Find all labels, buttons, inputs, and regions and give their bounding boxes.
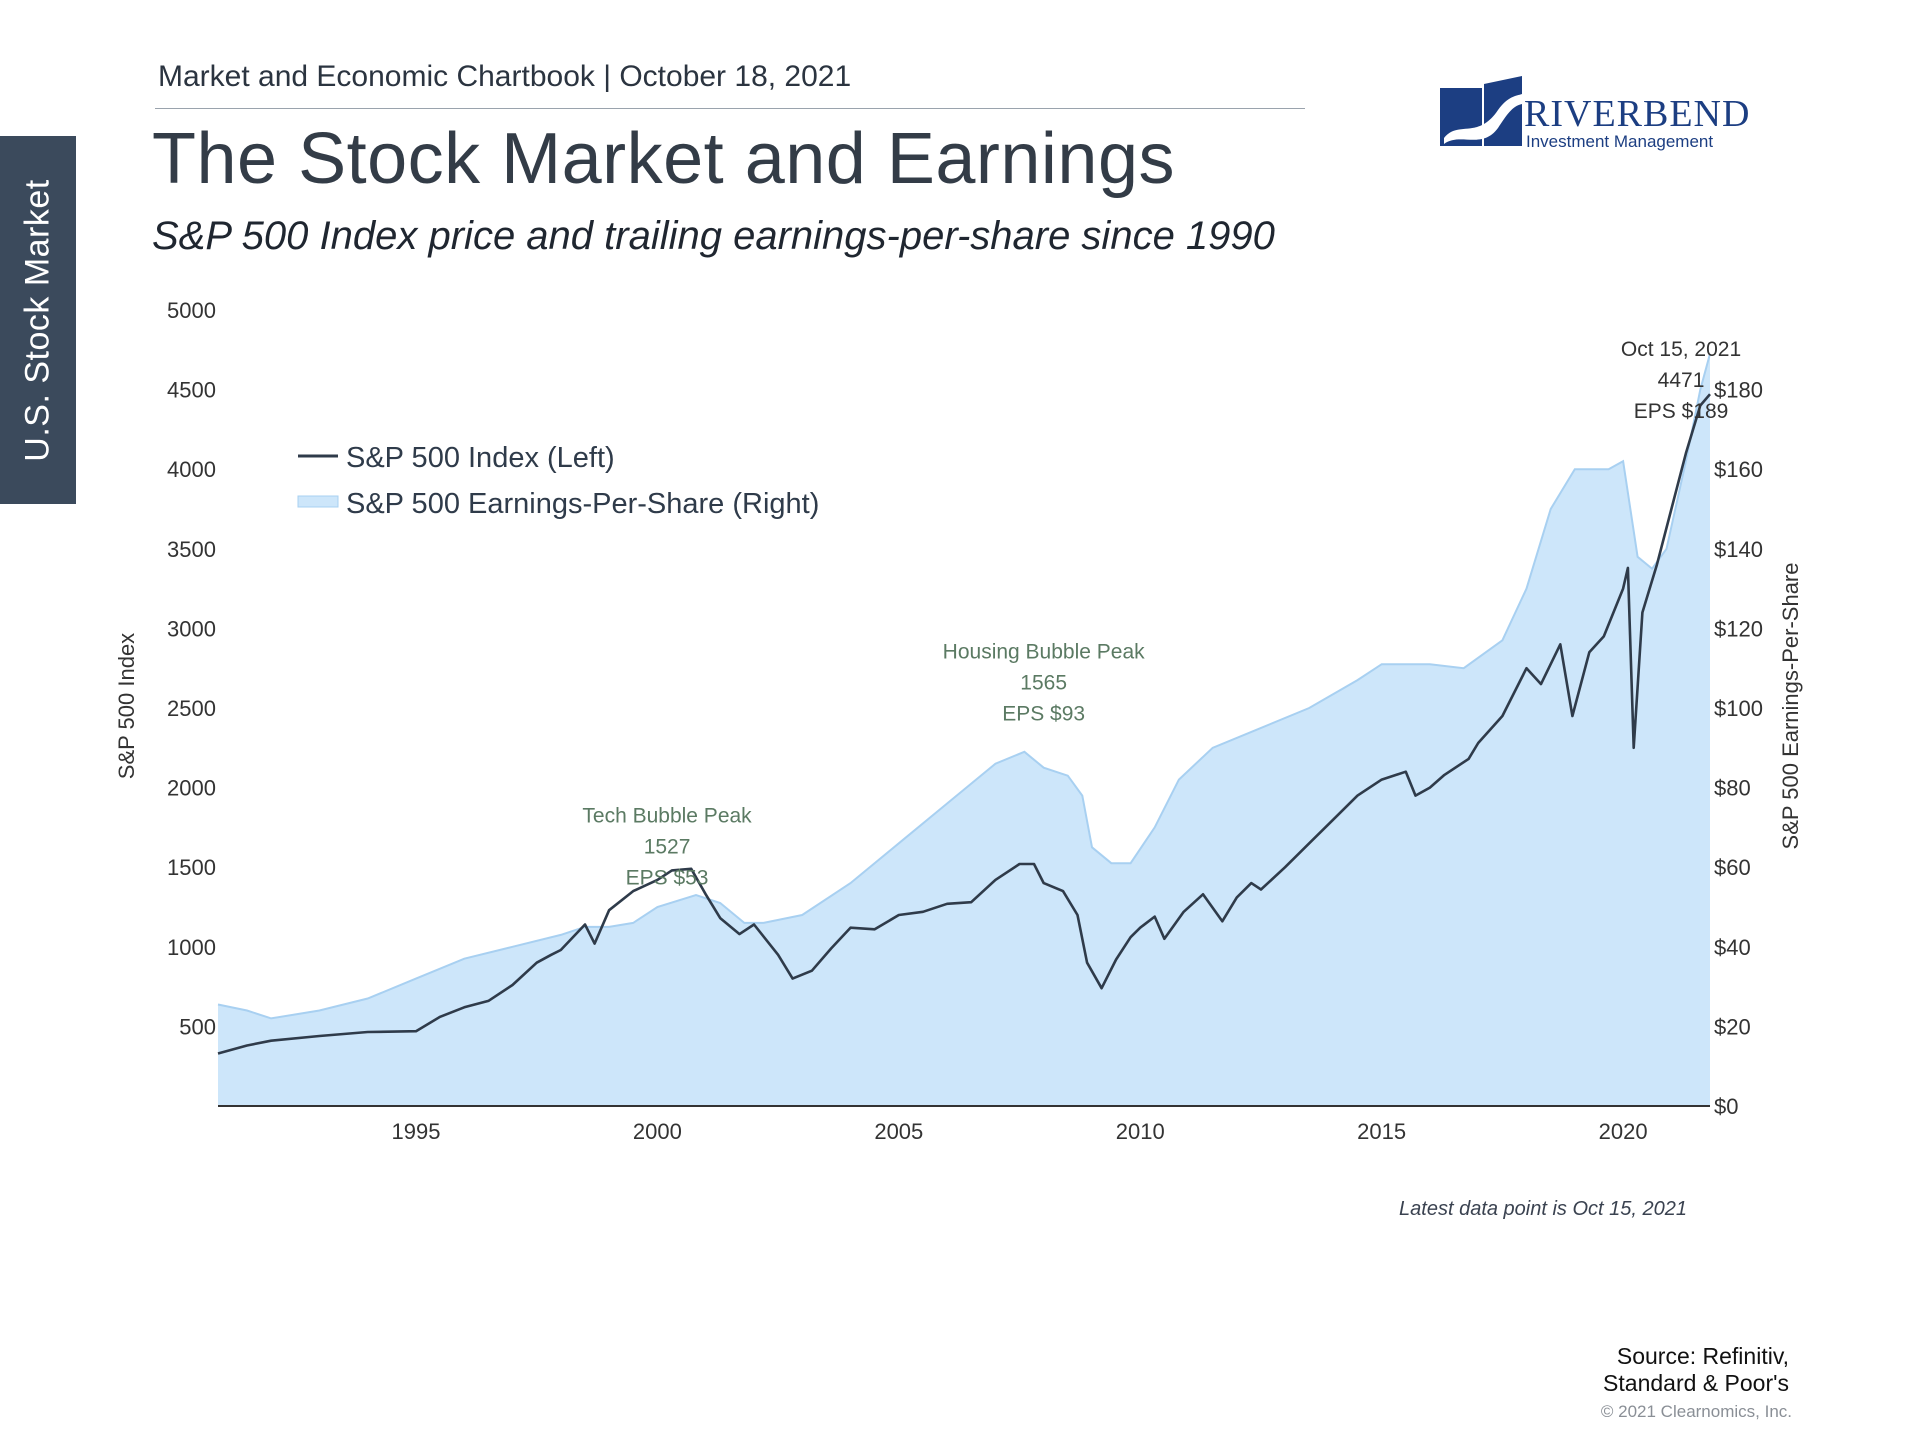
y2-tick-label: $0 — [1714, 1094, 1738, 1119]
y2-tick-label: $40 — [1714, 935, 1751, 960]
annotation-text: Oct 15, 2021 — [1621, 338, 1741, 361]
annotation-text: Tech Bubble Peak — [582, 805, 752, 828]
chartbook-header: Market and Economic Chartbook | October … — [158, 60, 852, 93]
y-tick-label: 1000 — [167, 935, 216, 960]
x-tick-label: 1995 — [391, 1119, 440, 1144]
y2-tick-label: $20 — [1714, 1014, 1751, 1039]
y2-tick-label: $160 — [1714, 457, 1763, 482]
x-tick-label: 2010 — [1116, 1119, 1165, 1144]
y2-tick-label: $100 — [1714, 696, 1763, 721]
annotation-text: 4471 — [1658, 369, 1705, 392]
source-line-1: Source: Refinitiv, — [1616, 1343, 1789, 1369]
y-tick-label: 1500 — [167, 855, 216, 880]
y2-axis-title: S&P 500 Earnings-Per-Share — [1778, 563, 1803, 850]
y-axis-title: S&P 500 Index — [114, 633, 139, 779]
legend: S&P 500 Index (Left) S&P 500 Earnings-Pe… — [297, 442, 819, 520]
source-note: Source: Refinitiv, Standard & Poor's — [1603, 1343, 1789, 1397]
axes-layer: 1995 2000 2005 2010 2015 2020 500 1000 1500 2000 2… — [167, 298, 1763, 1144]
page-subtitle: S&P 500 Index price and trailing earning… — [152, 214, 1275, 258]
y-tick-label: 500 — [179, 1014, 216, 1039]
logo-name: RIVERBEND — [1524, 93, 1751, 135]
annotation-text: 1565 — [1020, 672, 1067, 695]
sp500-index-line — [217, 393, 1711, 1055]
y2-tick-label: $120 — [1714, 616, 1763, 641]
y-tick-label: 5000 — [167, 298, 216, 323]
legend-index-label: S&P 500 Index (Left) — [346, 442, 615, 474]
y-tick-label: 2500 — [167, 696, 216, 721]
eps-line — [217, 353, 1711, 1020]
x-tick-label: 2015 — [1357, 1119, 1406, 1144]
legend-eps-swatch — [297, 495, 339, 508]
annotation-text: EPS $93 — [1002, 703, 1085, 726]
latest-data-note: Latest data point is Oct 15, 2021 — [1399, 1198, 1687, 1220]
source-line-2: Standard & Poor's — [1603, 1370, 1789, 1396]
section-tab: U.S. Stock Market — [0, 136, 76, 504]
legend-eps-label: S&P 500 Earnings-Per-Share (Right) — [346, 488, 819, 520]
logo-subtitle: Investment Management — [1526, 132, 1714, 151]
annotation-text: 1527 — [644, 836, 691, 859]
eps-area-layer — [217, 353, 1711, 1106]
page-title: The Stock Market and Earnings — [152, 119, 1175, 199]
annotation-text: Housing Bubble Peak — [943, 641, 1145, 664]
y2-tick-label: $60 — [1714, 855, 1751, 880]
x-tick-label: 2000 — [633, 1119, 682, 1144]
index-line-layer — [217, 393, 1711, 1055]
riverbend-logo-icon — [1440, 76, 1522, 146]
riverbend-logo: RIVERBEND Investment Management — [1438, 74, 1751, 160]
y-tick-label: 2000 — [167, 776, 216, 801]
x-tick-label: 2020 — [1599, 1119, 1648, 1144]
header-divider — [155, 108, 1305, 109]
y-tick-label: 3500 — [167, 537, 216, 562]
copyright: © 2021 Clearnomics, Inc. — [1600, 1402, 1792, 1421]
y-tick-label: 3000 — [167, 616, 216, 641]
y-tick-label: 4500 — [167, 378, 216, 403]
y2-tick-label: $80 — [1714, 776, 1751, 801]
y2-tick-label: $140 — [1714, 537, 1763, 562]
annotations-layer: Tech Bubble Peak 1527 EPS $53 Housing Bubbl… — [582, 338, 1741, 889]
eps-area — [218, 353, 1710, 1106]
x-tick-label: 2005 — [874, 1119, 923, 1144]
y-tick-label: 4000 — [167, 457, 216, 482]
annotation-text: EPS $189 — [1634, 400, 1729, 423]
y2-tick-label: $180 — [1714, 378, 1763, 403]
annotation-text: EPS $53 — [626, 867, 709, 890]
